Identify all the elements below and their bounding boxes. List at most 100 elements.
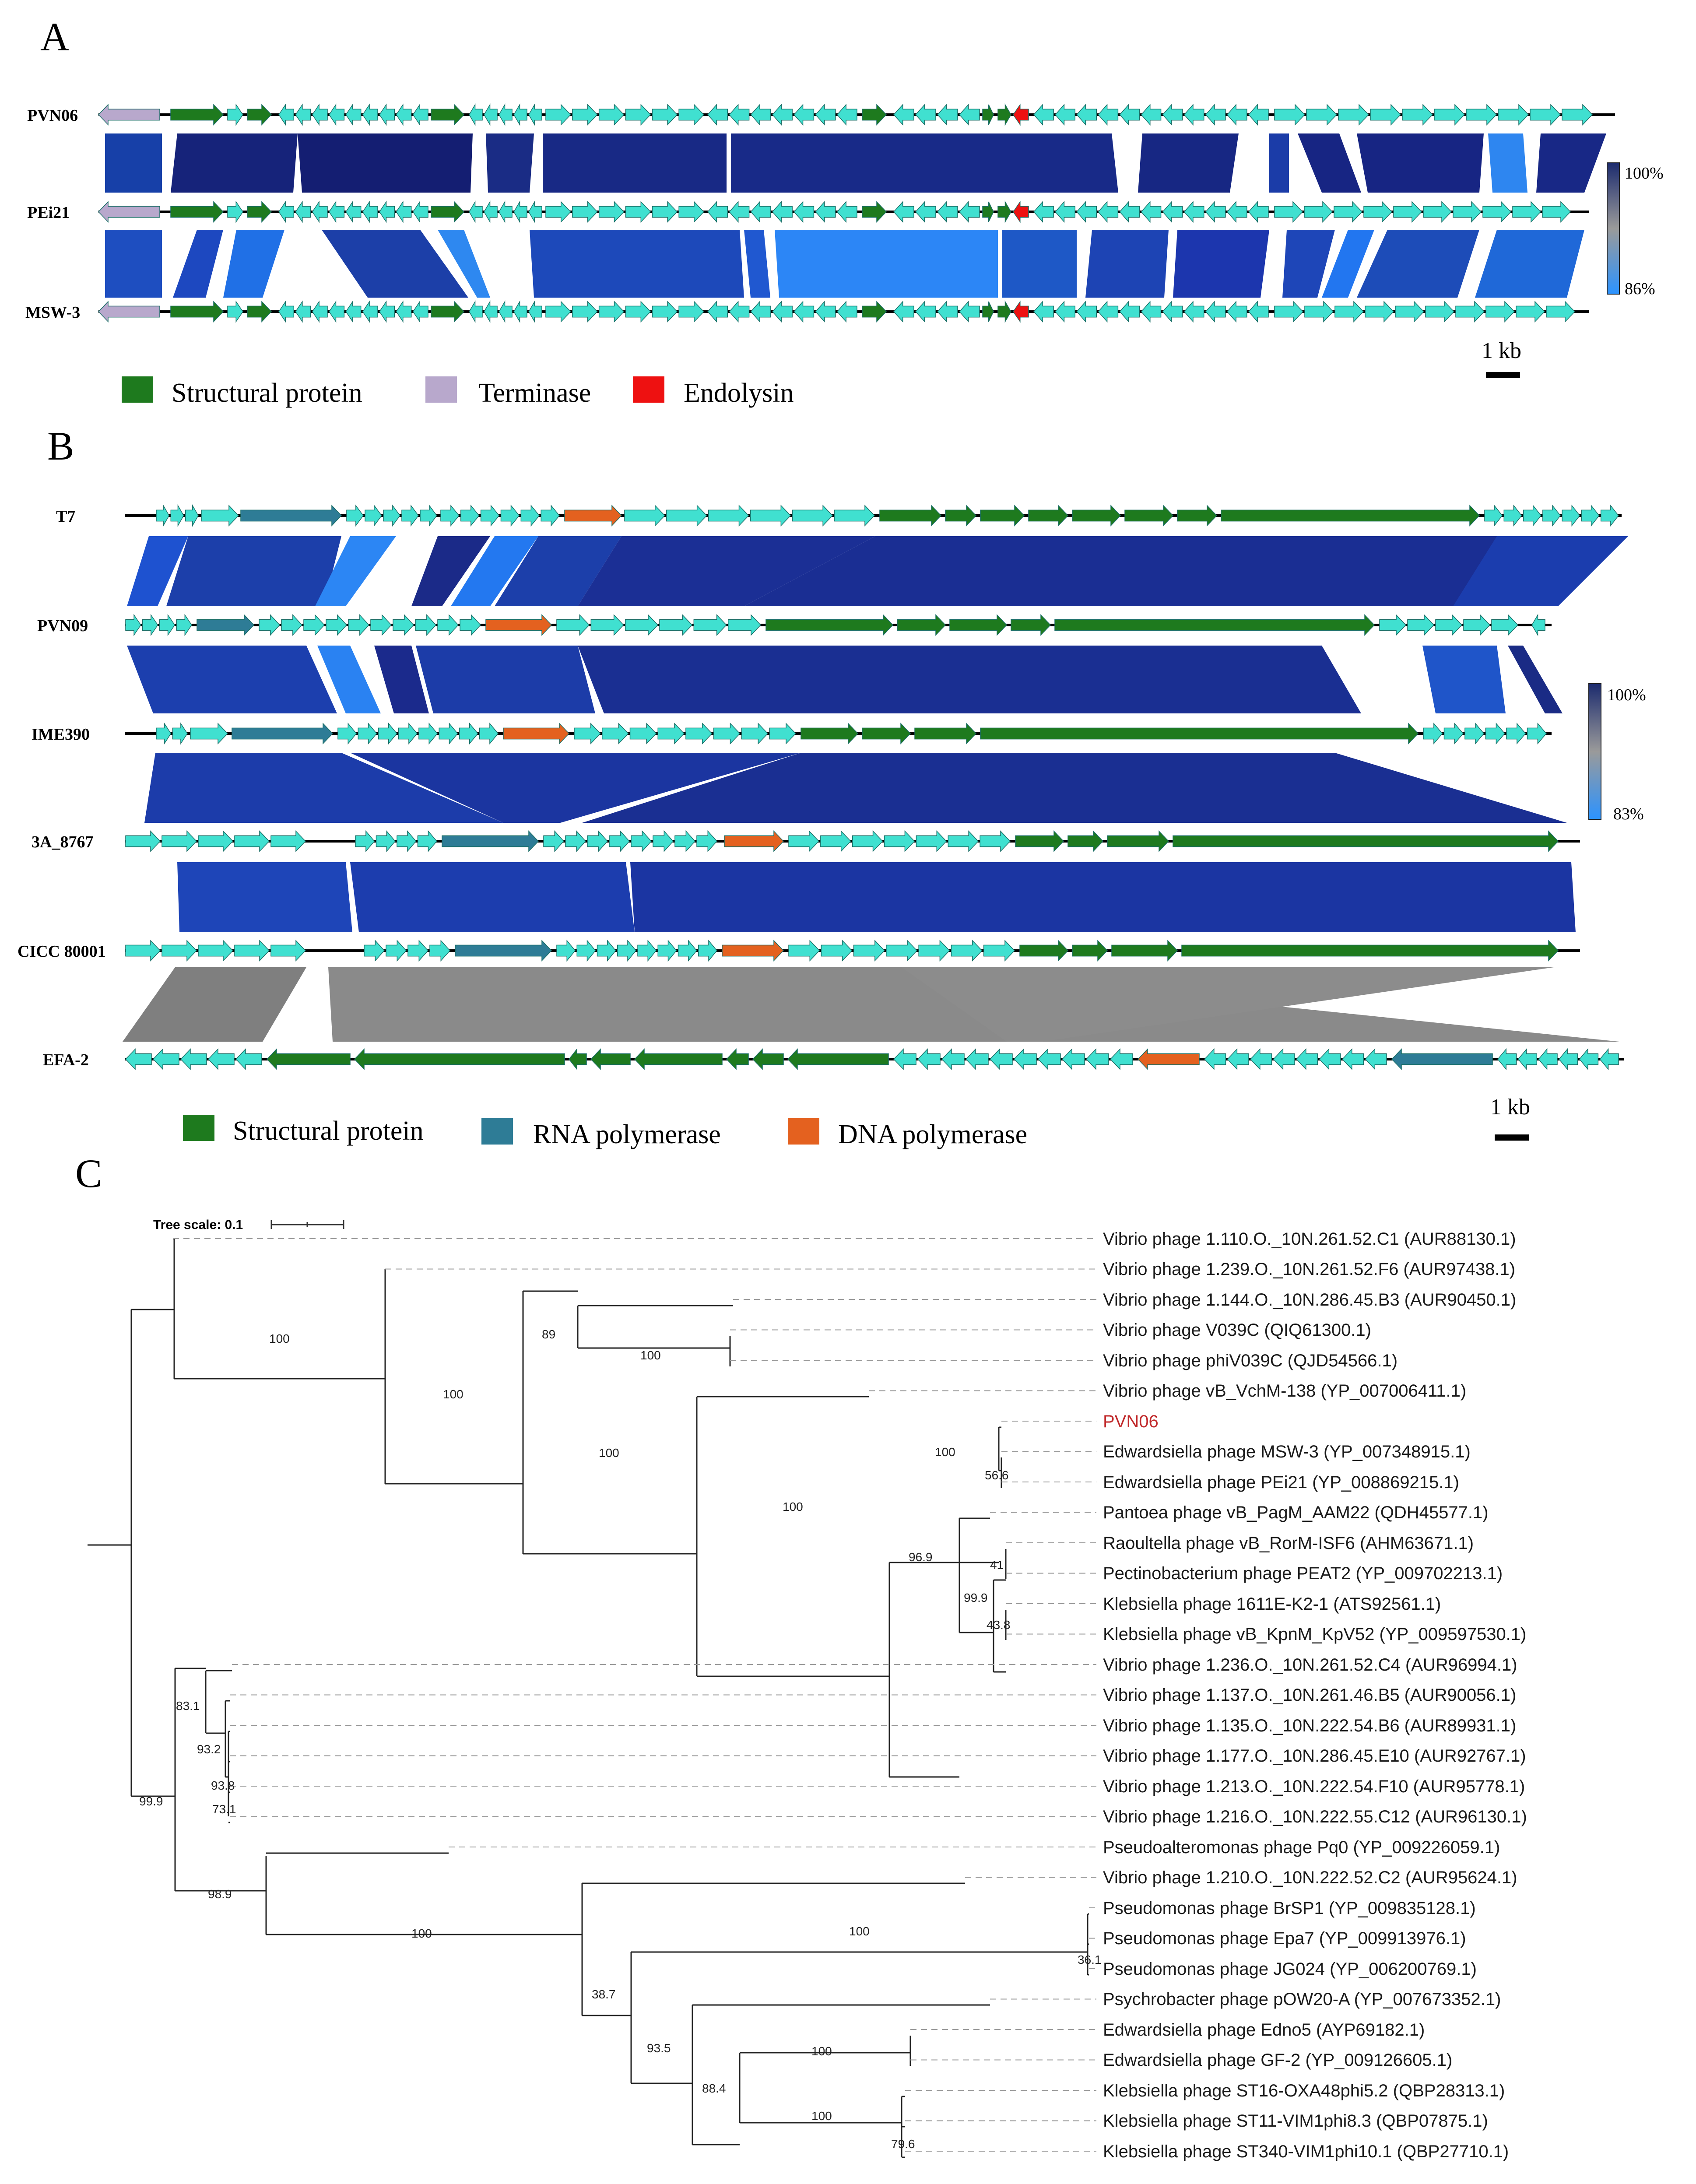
- gene-arrow: [602, 723, 629, 744]
- gene-arrow: [634, 1048, 723, 1070]
- gene-arrow: [1119, 104, 1140, 126]
- identity-color-scale: [1607, 162, 1620, 295]
- gene-arrow: [685, 723, 713, 744]
- genome-track-t7: [156, 504, 1619, 527]
- leaf-label: Klebsiella phage 1611E-K2-1 (ATS92561.1): [1103, 1594, 1441, 1614]
- gene-arrow: [407, 940, 429, 962]
- gene-arrow: [234, 830, 270, 852]
- gene-arrow: [278, 300, 295, 323]
- genome-label-pei21: PEi21: [27, 204, 70, 222]
- panel-c: C Tree scale: 0.1 Vibrio phage 1.110.O._…: [75, 1151, 1527, 2161]
- gene-arrow: [1076, 104, 1097, 126]
- bootstrap-value: 38.7: [592, 1987, 616, 2001]
- genome-track-cicc-80001: [125, 939, 1559, 962]
- gene-arrow: [1183, 301, 1204, 323]
- gene-arrow: [247, 301, 272, 323]
- gene-arrow: [1226, 104, 1247, 126]
- gene-arrow: [729, 301, 750, 323]
- gene-arrow: [1464, 722, 1485, 745]
- gene-arrow: [1304, 201, 1333, 223]
- gene-arrow: [354, 1048, 565, 1070]
- gene-arrow: [1304, 301, 1334, 323]
- gene-arrow: [1098, 301, 1119, 323]
- gene-arrow: [765, 614, 894, 636]
- gene-arrow: [1162, 104, 1183, 126]
- gene-arrow: [565, 830, 586, 852]
- gene-arrow: [412, 200, 428, 223]
- bootstrap-value: 100: [811, 2109, 832, 2123]
- gene-arrow: [1141, 104, 1162, 126]
- gene-arrow: [625, 104, 651, 126]
- gene-arrow: [707, 104, 728, 126]
- gene-arrow: [1076, 201, 1097, 223]
- gene-arrow: [821, 940, 853, 962]
- genome-label-cicc-80001: CICC 80001: [18, 942, 106, 961]
- gene-arrow: [982, 104, 994, 125]
- similarity-band: [171, 133, 298, 193]
- leaf-label: Vibrio phage 1.236.O._10N.261.52.C4 (AUR…: [1103, 1655, 1517, 1675]
- panel-b-letter: B: [47, 424, 74, 468]
- gene-arrow: [437, 614, 459, 636]
- gene-arrow: [1319, 1048, 1341, 1070]
- gene-arrow: [1338, 104, 1369, 126]
- gene-arrow: [295, 103, 311, 126]
- gene-arrow: [460, 614, 481, 636]
- gene-arrow: [355, 830, 375, 853]
- gene-arrow: [794, 301, 815, 323]
- leaf-label: Klebsiella phage ST11-VIM1phi8.3 (QBP078…: [1103, 2111, 1488, 2131]
- gene-arrow: [170, 201, 224, 223]
- gene-arrow: [836, 301, 857, 323]
- gene-arrow: [1072, 505, 1121, 527]
- gene-arrow: [678, 104, 705, 126]
- leaf-label: Raoultella phage vB_RorM-ISF6 (AHM63671.…: [1103, 1534, 1474, 1553]
- bootstrap-value: 96.9: [909, 1550, 933, 1564]
- gene-arrow: [980, 723, 1419, 744]
- gene-arrow: [659, 614, 693, 636]
- gene-arrow: [278, 200, 295, 223]
- gene-arrow: [142, 614, 158, 636]
- gene-arrow: [520, 504, 540, 527]
- gene-arrow: [197, 614, 255, 636]
- panel-a-bands: [105, 133, 1606, 298]
- bootstrap-value: 43.8: [987, 1618, 1011, 1632]
- gene-arrow: [590, 1048, 631, 1070]
- similarity-band: [495, 536, 622, 606]
- gene-arrow: [918, 940, 950, 962]
- gene-arrow: [185, 504, 199, 527]
- gene-arrow: [1107, 830, 1169, 852]
- gene-arrow: [1365, 1048, 1387, 1070]
- gene-arrow: [587, 830, 608, 852]
- leaf-label: Pseudomonas phage BrSP1 (YP_009835128.1): [1103, 1899, 1476, 1918]
- gene-arrow: [997, 300, 1011, 323]
- scalebar: [1495, 1134, 1529, 1141]
- identity-color-scale: [1588, 683, 1601, 820]
- gene-arrow: [1141, 301, 1162, 323]
- gene-arrow: [1455, 301, 1485, 323]
- gene-arrow: [431, 301, 465, 323]
- gene-arrow: [1248, 201, 1269, 223]
- gene-arrow: [1562, 504, 1580, 527]
- gene-arrow: [1250, 1048, 1272, 1070]
- gene-arrow: [499, 200, 513, 223]
- genome-track-pvn09: [125, 614, 1545, 636]
- gene-arrow: [484, 103, 498, 126]
- gene-arrow: [713, 723, 741, 744]
- leaf-label: Pseudomonas phage Epa7 (YP_009913976.1): [1103, 1929, 1466, 1948]
- bootstrap-value: 98.9: [208, 1887, 232, 1901]
- gene-arrow: [365, 504, 382, 527]
- genome-track-ime390: [156, 722, 1547, 745]
- gene-arrow: [499, 300, 513, 323]
- gene-arrow: [439, 722, 458, 745]
- gene-arrow: [1562, 104, 1593, 126]
- gene-arrow: [727, 614, 762, 636]
- gene-arrow: [959, 104, 980, 126]
- gene-arrow: [513, 103, 527, 126]
- gene-arrow: [1559, 1048, 1578, 1071]
- gene-arrow: [1498, 104, 1529, 126]
- gene-arrow: [980, 505, 1025, 527]
- gene-arrow: [729, 104, 750, 126]
- gene-arrow: [370, 614, 392, 636]
- similarity-band: [1085, 230, 1169, 298]
- gene-arrow: [1579, 1048, 1599, 1071]
- gene-arrow: [1162, 201, 1183, 223]
